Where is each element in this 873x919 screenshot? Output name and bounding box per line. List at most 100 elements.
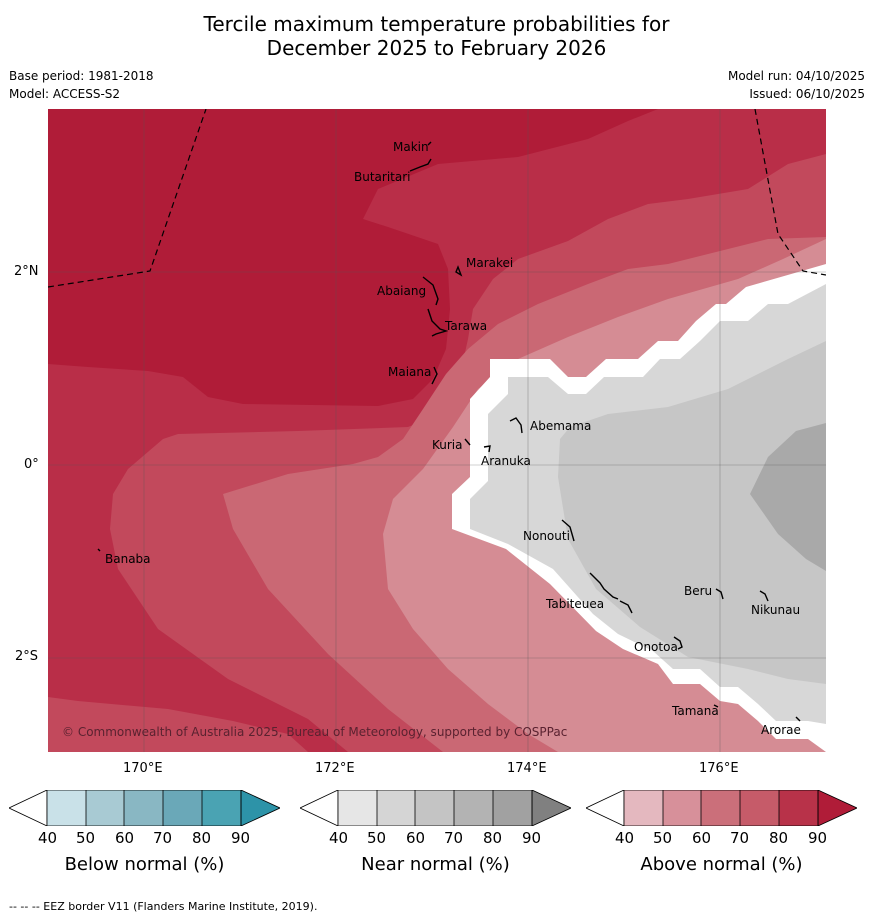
island-shape-abaiang xyxy=(422,276,439,306)
island-label-butaritari: Butaritari xyxy=(354,170,411,184)
model-run: Model run: 04/10/2025 xyxy=(727,69,865,83)
colorbar-above-tick-60: 60 xyxy=(692,829,712,847)
colorbar-below-tick-80: 80 xyxy=(192,829,212,847)
colorbar-above-tick-90: 90 xyxy=(808,829,828,847)
eez-legend-footer: -- -- -- EEZ border V11 (Flanders Marine… xyxy=(9,900,318,913)
colorbar-below-tick-60: 60 xyxy=(115,829,135,847)
meta-right: Model run: 04/10/2025 Issued: 06/10/2025 xyxy=(728,67,865,103)
island-label-abaiang: Abaiang xyxy=(377,284,427,298)
colorbar-below-extend-low xyxy=(8,789,48,827)
meta-left: Base period: 1981-2018 Model: ACCESS-S2 xyxy=(9,67,154,103)
lat-label-2s: 2°S xyxy=(15,649,39,664)
island-shape-kuria xyxy=(464,438,471,446)
colorbar-below-tick-70: 70 xyxy=(153,829,173,847)
island-label-tabiteuea: Tabiteuea xyxy=(546,597,605,611)
colorbar-below-tick-40: 40 xyxy=(38,829,58,847)
island-shape-aranuka xyxy=(483,445,491,453)
colorbar-below-tick-90: 90 xyxy=(231,829,251,847)
colorbar-below-label: Below normal (%) xyxy=(64,854,225,875)
colorbar-near-tick-80: 80 xyxy=(483,829,503,847)
lat-label-0: 0° xyxy=(24,457,39,472)
colorbar-near-bin-60-70 xyxy=(415,790,454,826)
colorbar-below xyxy=(8,789,281,827)
colorbar-near-tick-50: 50 xyxy=(367,829,387,847)
island-shape-tamana xyxy=(713,704,719,708)
island-shape-onotoa xyxy=(673,636,683,650)
island-shape-abemama xyxy=(509,417,523,434)
colorbar-above-bin-50-60 xyxy=(663,790,701,826)
island-shape-makin xyxy=(427,141,432,146)
colorbar-above-label: Above normal (%) xyxy=(640,854,803,875)
island-shape-nonouti xyxy=(561,519,575,542)
map-title: Tercile maximum temperature probabilitie… xyxy=(0,12,873,60)
island-label-abemama: Abemama xyxy=(530,419,592,433)
colorbar-near-extend-high xyxy=(531,789,572,827)
colorbar-below-bin-50-60 xyxy=(86,790,124,826)
eez-border-east xyxy=(754,109,826,276)
island-label-nonouti: Nonouti xyxy=(523,529,570,543)
island-label-beru: Beru xyxy=(684,584,713,598)
lon-label-170e: 170°E xyxy=(123,761,163,776)
colorbar-above-extend-high xyxy=(817,789,858,827)
island-label-nikunau: Nikunau xyxy=(751,603,801,617)
colorbar-near-bin-50-60 xyxy=(377,790,415,826)
eez-border-west xyxy=(48,109,207,288)
map-svg[interactable] xyxy=(48,109,826,752)
title-line-1: Tercile maximum temperature probabilitie… xyxy=(203,12,670,36)
eez-borders xyxy=(48,109,826,288)
colorbar-near-svg xyxy=(299,789,572,827)
colorbar-near-bin-70-80 xyxy=(454,790,493,826)
colorbar-below-bin-80-90 xyxy=(202,790,241,826)
colorbar-above-svg xyxy=(585,789,858,827)
colorbar-below-frame xyxy=(46,789,242,827)
graticule xyxy=(48,109,826,752)
colorbar-above-bin-40-50 xyxy=(624,790,663,826)
island-shape-tabiteuea-south xyxy=(619,600,633,614)
colorbar-below-svg xyxy=(8,789,281,827)
island-shape-tarawa xyxy=(427,308,449,337)
island-label-onotoa: Onotoa xyxy=(634,640,678,654)
island-coastlines xyxy=(97,141,801,722)
map-panel[interactable]: Makin Butaritari Marakei Abaiang Tarawa … xyxy=(48,109,826,752)
colorbar-below-bin-40-50 xyxy=(47,790,86,826)
colorbar-near-tick-70: 70 xyxy=(444,829,464,847)
colorbar-below-extend-high xyxy=(240,789,281,827)
colorbar-below-bin-60-70 xyxy=(124,790,163,826)
island-shape-beru xyxy=(715,588,724,600)
colorbar-above-extend-low xyxy=(585,789,625,827)
island-label-tamana: Tamana xyxy=(672,704,719,718)
colorbar-near-tick-60: 60 xyxy=(406,829,426,847)
island-label-banaba: Banaba xyxy=(105,552,151,566)
colorbar-above xyxy=(585,789,858,827)
island-label-aranuka: Aranuka xyxy=(481,454,531,468)
lat-label-2n: 2°N xyxy=(14,264,39,279)
colorbar-below-bin-70-80 xyxy=(163,790,202,826)
colorbar-above-bin-80-90 xyxy=(779,790,818,826)
colorbar-above-bin-60-70 xyxy=(701,790,740,826)
island-shape-marakei xyxy=(455,265,463,277)
island-shape-maiana xyxy=(431,366,438,385)
colorbar-near-bin-40-50 xyxy=(338,790,377,826)
colorbar-above-bin-70-80 xyxy=(740,790,779,826)
zone-near-60 xyxy=(558,341,826,684)
lon-label-176e: 176°E xyxy=(699,761,739,776)
issued-date: Issued: 06/10/2025 xyxy=(749,87,865,101)
colorbar-near-tick-90: 90 xyxy=(522,829,542,847)
model-name: Model: ACCESS-S2 xyxy=(9,87,121,101)
colorbar-near-bin-80-90 xyxy=(493,790,532,826)
colorbar-above-tick-40: 40 xyxy=(615,829,635,847)
island-label-tarawa: Tarawa xyxy=(445,319,488,333)
colorbar-near-tick-40: 40 xyxy=(329,829,349,847)
colorbar-above-tick-70: 70 xyxy=(730,829,750,847)
lon-label-172e: 172°E xyxy=(315,761,355,776)
island-shape-banaba xyxy=(97,548,101,552)
colorbar-near-extend-low xyxy=(299,789,339,827)
colorbar-below-tick-50: 50 xyxy=(76,829,96,847)
colorbar-near-label: Near normal (%) xyxy=(361,854,510,875)
island-shape-tabiteuea-north xyxy=(589,572,619,600)
island-label-arorae: Arorae xyxy=(761,723,801,737)
colorbar-above-tick-50: 50 xyxy=(653,829,673,847)
island-shape-butaritari xyxy=(409,158,432,172)
title-line-2: December 2025 to February 2026 xyxy=(266,36,607,60)
colorbar-near xyxy=(299,789,572,827)
